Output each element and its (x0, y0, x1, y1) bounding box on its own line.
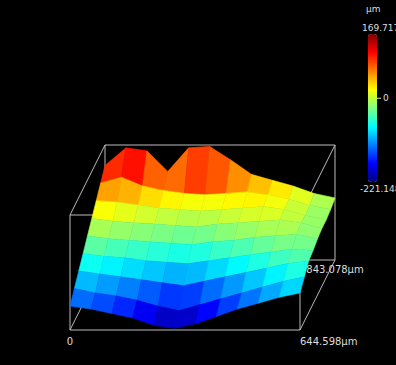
svg-text:644.598µm: 644.598µm (300, 336, 357, 347)
svg-text:0: 0 (383, 93, 389, 103)
svg-text:-221.148: -221.148 (360, 184, 396, 194)
svg-text:µm: µm (366, 4, 381, 14)
svg-text:0: 0 (67, 336, 73, 347)
svg-text:169.717: 169.717 (362, 23, 396, 33)
svg-text:843.078µm: 843.078µm (306, 264, 363, 275)
